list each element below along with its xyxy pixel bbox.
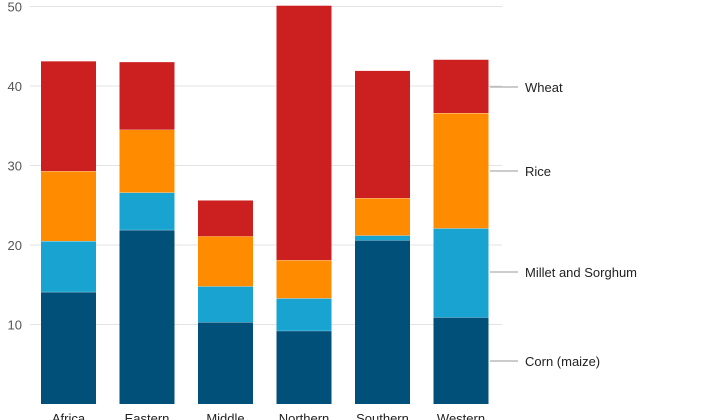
x-tick-label-eastern: Eastern xyxy=(125,411,170,420)
legend-label-corn-maize: Corn (maize) xyxy=(525,354,600,369)
legend: Corn (maize) Millet and Sorghum Rice Wheat xyxy=(490,80,637,369)
bar-middle-wheat xyxy=(198,200,253,237)
x-tick-label-northern: Northern xyxy=(279,411,330,420)
bar-eastern-rice xyxy=(119,129,175,193)
bar-africa-wheat xyxy=(41,61,96,172)
y-tick-label-20: 20 xyxy=(8,238,22,253)
x-tick-label-middle: Middle xyxy=(206,411,244,420)
axis-labels: 10 20 30 40 50 Africa Eastern Middle Northern Sou… xyxy=(8,0,486,420)
bar-western-corn-maize xyxy=(433,317,489,404)
x-tick-label-southern: Southern xyxy=(356,411,409,420)
bar-western-millet-and-sorghum xyxy=(433,228,489,318)
bar-southern-wheat xyxy=(355,70,410,199)
bar-northern-rice xyxy=(276,260,332,299)
bar-africa-rice xyxy=(41,171,96,242)
x-tick-label-western: Western xyxy=(437,411,485,420)
legend-label-rice: Rice xyxy=(525,164,551,179)
bar-southern-corn-maize xyxy=(355,240,410,404)
legend-label-millet-and-sorghum: Millet and Sorghum xyxy=(525,265,637,280)
gridlines xyxy=(30,6,502,325)
bar-middle-millet-and-sorghum xyxy=(198,286,253,323)
x-tick-label-africa: Africa xyxy=(52,411,86,420)
bar-middle-rice xyxy=(198,236,253,287)
legend-label-wheat: Wheat xyxy=(525,80,563,95)
bar-africa-corn-maize xyxy=(41,291,96,404)
bar-western-rice xyxy=(433,113,489,229)
bar-northern-millet-and-sorghum xyxy=(276,298,332,331)
bar-eastern-wheat xyxy=(119,62,175,130)
bars xyxy=(41,5,489,404)
bar-northern-corn-maize xyxy=(276,330,332,404)
bar-eastern-millet-and-sorghum xyxy=(119,192,175,230)
bar-southern-millet-and-sorghum xyxy=(355,235,410,241)
bar-northern-wheat xyxy=(276,5,332,261)
bar-western-wheat xyxy=(433,59,489,114)
bar-africa-millet-and-sorghum xyxy=(41,241,96,292)
y-tick-label-50: 50 xyxy=(8,0,22,15)
bar-middle-corn-maize xyxy=(198,322,253,404)
y-tick-label-10: 10 xyxy=(8,318,22,333)
bar-southern-rice xyxy=(355,198,410,236)
y-tick-label-30: 30 xyxy=(8,159,22,174)
y-tick-label-40: 40 xyxy=(8,79,22,94)
bar-eastern-corn-maize xyxy=(119,229,175,404)
